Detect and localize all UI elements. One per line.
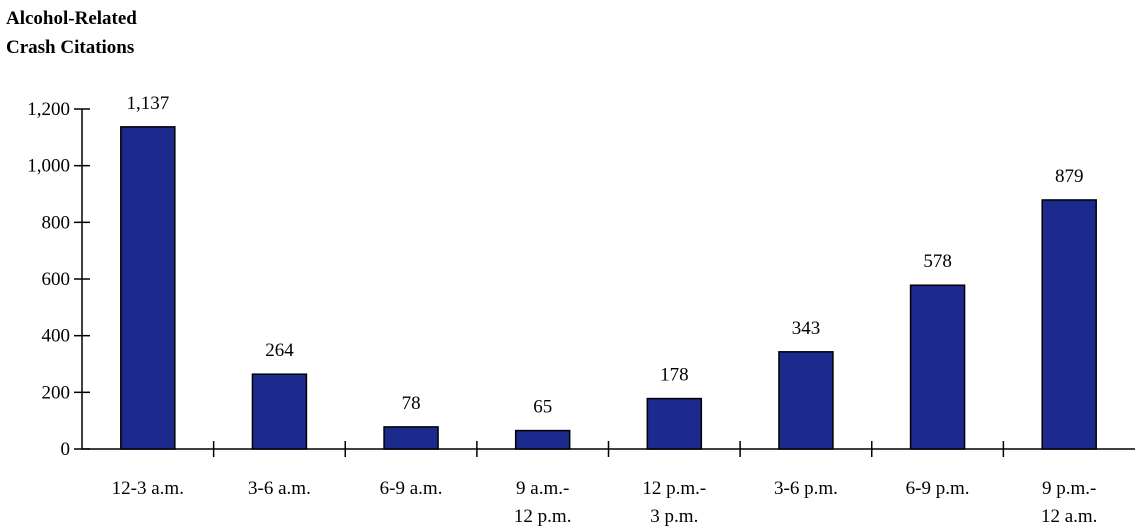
bar — [251, 373, 308, 450]
plot-area: 0 200 400 600 800 1,000 1,200 1,137 12-3 a.m. 264… — [27, 93, 1135, 527]
bar — [909, 284, 966, 450]
data-label: 879 — [1055, 166, 1084, 187]
category-label: 12 p.m. — [514, 506, 572, 527]
data-label: 178 — [660, 365, 689, 386]
data-label: 578 — [923, 251, 952, 272]
data-label: 65 — [533, 397, 552, 418]
category-label: 12 a.m. — [1041, 506, 1097, 527]
bar — [383, 426, 439, 450]
category-label: 3 p.m. — [650, 506, 698, 527]
data-label: 264 — [265, 340, 294, 361]
y-tick-label: 600 — [42, 269, 71, 290]
category-label: 6-9 a.m. — [380, 478, 443, 499]
bar — [778, 351, 834, 450]
y-axis-title-line-2: Crash Citations — [6, 37, 134, 58]
y-tick-label: 400 — [42, 326, 71, 347]
bar — [646, 397, 703, 450]
category-label: 3-6 a.m. — [248, 478, 311, 499]
category-label: 9 p.m.- — [1042, 478, 1096, 499]
category-label: 3-6 p.m. — [774, 478, 838, 499]
bar — [514, 429, 571, 450]
y-tick-label: 1,000 — [27, 156, 70, 177]
data-label: 343 — [792, 318, 821, 339]
y-axis-title-line-1: Alcohol-Related — [6, 8, 137, 29]
data-label: 78 — [402, 393, 421, 414]
y-tick-label: 0 — [61, 439, 71, 460]
data-label: 1,137 — [126, 93, 169, 114]
bar — [120, 126, 176, 450]
category-label: 12 p.m.- — [642, 478, 706, 499]
y-tick-label: 800 — [42, 212, 71, 233]
category-label: 12-3 a.m. — [112, 478, 184, 499]
category-label: 9 a.m.- — [516, 478, 569, 499]
category-label: 6-9 p.m. — [906, 478, 970, 499]
y-tick-label: 1,200 — [27, 99, 70, 120]
y-tick-label: 200 — [42, 382, 71, 403]
bar — [1041, 199, 1097, 450]
